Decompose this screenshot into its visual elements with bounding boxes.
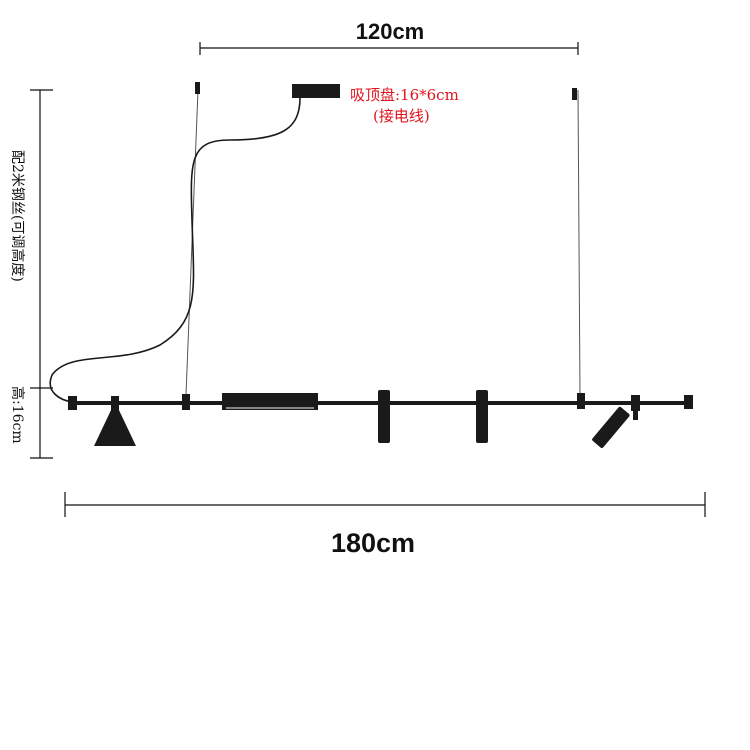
canopy-note-label: (接电线) bbox=[373, 107, 430, 125]
wire-clip-left bbox=[195, 82, 200, 94]
top-dimension bbox=[199, 42, 579, 55]
suspension-wires bbox=[185, 89, 581, 396]
rod-connector bbox=[182, 394, 190, 410]
bottom-width-label: 180cm bbox=[331, 528, 415, 558]
wire-clip-right bbox=[572, 88, 577, 100]
wire-length-label: 配2米钢丝(可调高度) bbox=[9, 150, 26, 282]
cone-lamp bbox=[94, 396, 136, 446]
bottom-dimension bbox=[64, 492, 706, 517]
top-width-label: 120cm bbox=[356, 19, 425, 44]
canopy-size-label: 吸顶盘:16*6cm bbox=[350, 86, 459, 104]
rod-connector bbox=[577, 393, 585, 409]
adjustable-spotlight bbox=[592, 395, 640, 448]
height-label: 高:16cm bbox=[9, 386, 26, 444]
ceiling-canopy bbox=[292, 84, 340, 98]
side-dimension bbox=[30, 89, 53, 459]
cylinder-lamp bbox=[378, 390, 390, 443]
rod-end-cap-right bbox=[684, 395, 693, 409]
rod-end-cap-left bbox=[68, 396, 77, 410]
linear-lamp bbox=[222, 393, 318, 410]
cylinder-lamp bbox=[476, 390, 488, 443]
power-cable bbox=[49, 97, 301, 403]
